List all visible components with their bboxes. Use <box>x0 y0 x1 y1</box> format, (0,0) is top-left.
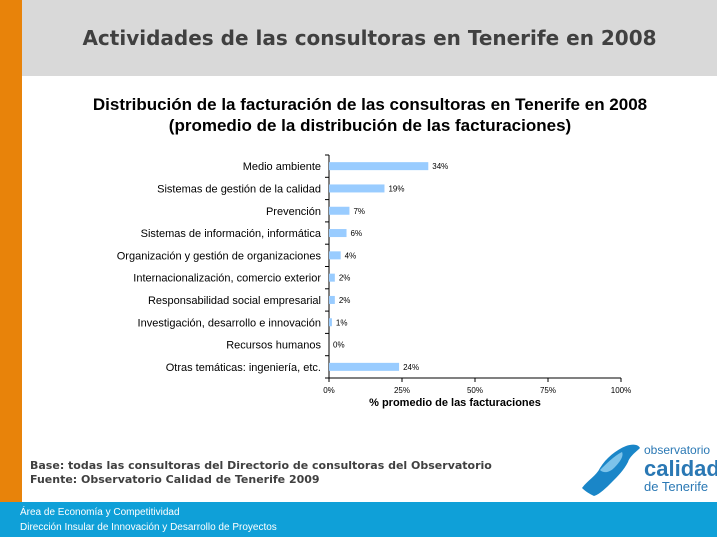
footer-bar: Área de Economía y Competitividad Direcc… <box>0 502 717 537</box>
tenerife-island-logo-icon <box>582 444 640 496</box>
value-label: 0% <box>333 341 345 350</box>
value-label: 6% <box>351 229 363 238</box>
x-tick-label: 25% <box>394 386 410 395</box>
bar-chart: Medio ambiente 34% Sistemas de gestión de … <box>117 154 631 409</box>
x-tick-label: 100% <box>611 386 631 395</box>
bar <box>329 184 385 193</box>
footnote-source: Fuente: Observatorio Calidad de Tenerife… <box>30 473 320 486</box>
logo-text-de-tenerife: de Tenerife <box>644 479 709 494</box>
category-label: Otras temáticas: ingeniería, etc. <box>166 362 321 374</box>
value-label: 1% <box>336 318 348 327</box>
logo-text-calidad: calidad <box>644 456 717 481</box>
footer-line-1: Área de Economía y Competitividad <box>20 507 180 518</box>
category-label: Organización y gestión de organizaciones <box>117 250 322 262</box>
x-axis-title: % promedio de las facturaciones <box>369 397 541 409</box>
category-label: Responsabilidad social empresarial <box>148 295 321 307</box>
footnote-base: Base: todas las consultoras del Director… <box>30 459 492 472</box>
value-label: 4% <box>345 251 357 260</box>
category-label: Recursos humanos <box>226 340 321 352</box>
value-label: 34% <box>432 162 448 171</box>
footer-line-2: Dirección Insular de Innovación y Desarr… <box>20 522 277 533</box>
logo-text-observatorio: observatorio <box>644 443 711 457</box>
bar <box>329 362 400 371</box>
bar <box>329 295 335 304</box>
slide-header: Actividades de las consultoras en Teneri… <box>22 0 717 76</box>
category-label: Investigación, desarrollo e innovación <box>138 317 321 329</box>
bar <box>329 273 335 282</box>
left-accent-bar <box>0 0 22 537</box>
value-label: 2% <box>339 296 351 305</box>
category-label: Sistemas de gestión de la calidad <box>157 183 321 195</box>
chart-title-line-1: Distribución de la facturación de las co… <box>92 95 648 114</box>
x-tick-label: 0% <box>323 386 335 395</box>
bar <box>329 318 332 327</box>
bar <box>329 162 429 171</box>
chart-title-line-2: (promedio de la distribución de las fact… <box>168 116 572 135</box>
value-label: 7% <box>353 207 365 216</box>
x-tick-label: 75% <box>540 386 556 395</box>
value-label: 19% <box>388 184 404 193</box>
category-label: Medio ambiente <box>243 161 321 173</box>
value-label: 2% <box>339 274 351 283</box>
category-label: Sistemas de información, informática <box>141 228 322 240</box>
slide-title: Actividades de las consultoras en Teneri… <box>82 26 657 50</box>
chart-title: Distribución de la facturación de las co… <box>40 94 700 136</box>
bar <box>329 229 347 238</box>
value-label: 24% <box>403 363 419 372</box>
x-tick-label: 50% <box>467 386 483 395</box>
category-label: Prevención <box>266 206 321 218</box>
bar <box>329 251 341 260</box>
bar <box>329 206 350 215</box>
category-label: Internacionalización, comercio exterior <box>133 273 321 285</box>
